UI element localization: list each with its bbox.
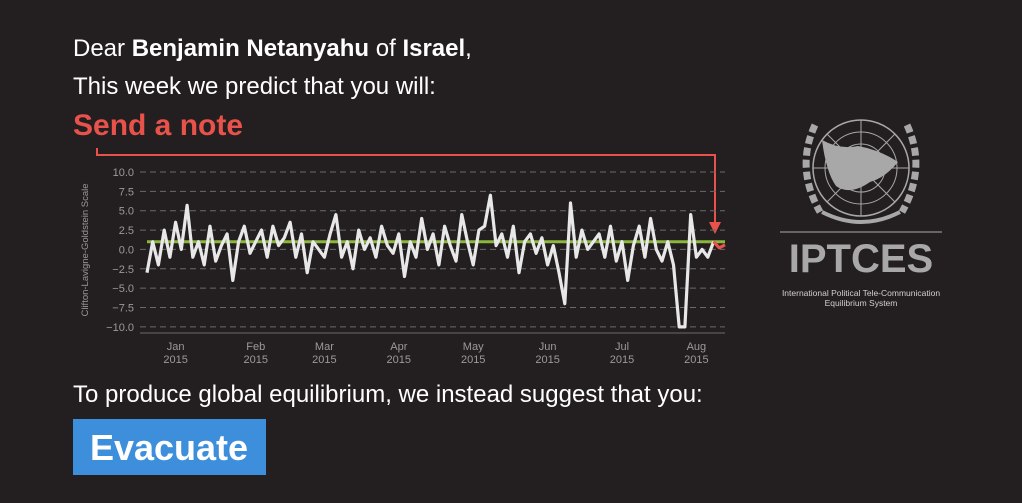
y-tick-label: 5.0	[119, 206, 134, 218]
x-tick-label-line: Jun	[539, 341, 557, 353]
x-tick-label-line: Mar	[315, 341, 334, 353]
y-tick-label: −5.0	[112, 283, 134, 295]
y-tick-label: 0.0	[119, 244, 134, 256]
intro: This week we predict that you will:	[73, 73, 436, 100]
y-tick-label: 2.5	[119, 225, 134, 237]
logo-title: IPTCES	[789, 237, 933, 281]
y-axis-label: Clifton-Lavigne-Goldstein Scale	[80, 183, 91, 316]
x-tick-label-line: Aug	[687, 341, 707, 353]
x-tick-label-line: 2015	[535, 354, 559, 366]
y-tick-label: −7.5	[112, 303, 134, 315]
suggestion-intro: To produce global equilibrium, we instea…	[73, 381, 703, 408]
country: Israel	[402, 35, 465, 62]
x-tick-label-line: Jul	[615, 341, 629, 353]
x-tick-label-line: 2015	[387, 354, 411, 366]
x-tick-label-line: Jan	[167, 341, 185, 353]
x-tick-label: Jul 2015	[610, 341, 634, 366]
x-tick-label-line: 2015	[461, 354, 485, 366]
leader-name: Benjamin Netanyahu	[132, 35, 369, 62]
logo-line: International Political Tele-Communicati…	[782, 288, 940, 298]
y-tick-label: 10.0	[113, 167, 134, 179]
x-tick-label: Jan 2015	[163, 341, 187, 366]
greeting-prefix: Dear	[73, 35, 125, 62]
greeting-of: of	[376, 35, 396, 62]
x-tick-label: Feb 2015	[243, 341, 267, 366]
y-tick-label: −2.5	[112, 264, 134, 276]
x-tick-label: Mar 2015	[312, 341, 336, 366]
greeting-suffix: ,	[465, 35, 472, 62]
prediction-arrow	[96, 148, 716, 226]
x-tick-label-line: Apr	[390, 341, 407, 353]
series-line	[712, 240, 726, 250]
series-line	[145, 193, 716, 329]
logo-emblem	[802, 119, 920, 224]
greeting: Dear Benjamin Netanyahu of Israel,	[73, 35, 472, 62]
suggestion: Evacuate	[90, 427, 248, 468]
x-tick-label-line: 2015	[684, 354, 708, 366]
y-tick-label: −10.0	[106, 322, 134, 334]
logo-line: Equilibrium System	[825, 298, 898, 308]
x-tick-label: May 2015	[461, 341, 485, 366]
x-tick-label: Apr 2015	[387, 341, 411, 366]
x-tick-label-line: 2015	[610, 354, 634, 366]
suggestion-box	[73, 419, 266, 475]
x-tick-label-line: 2015	[312, 354, 336, 366]
x-tick-label-line: May	[463, 341, 484, 353]
x-tick-label-line: 2015	[243, 354, 267, 366]
y-tick-label: 7.5	[119, 186, 134, 198]
x-tick-label-line: Feb	[246, 341, 265, 353]
x-tick-label-line: 2015	[163, 354, 187, 366]
x-tick-label: Aug 2015	[684, 341, 708, 366]
prediction: Send a note	[73, 109, 243, 142]
arrow-head	[709, 222, 721, 234]
x-tick-label: Jun 2015	[535, 341, 559, 366]
